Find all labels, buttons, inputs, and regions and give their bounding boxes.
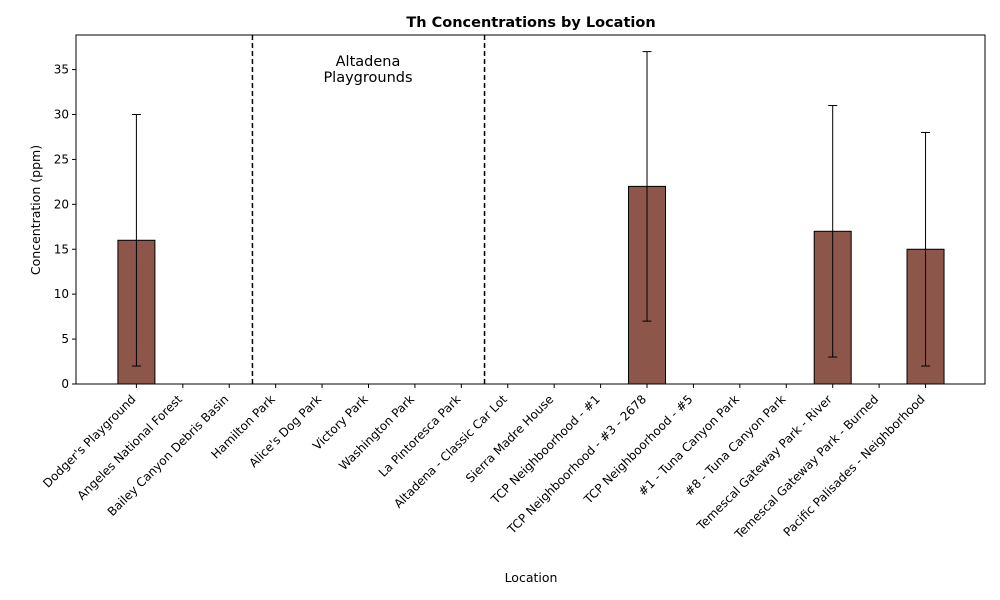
plot-area [117,35,945,385]
x-tick-label: La Pintoresca Park [376,392,464,480]
x-tick-label: Dodger's Playground [40,392,138,490]
x-axis-label: Location [505,570,558,585]
y-axis-label: Concentration (ppm) [28,145,43,275]
group-label-line2: Playgrounds [323,70,412,86]
y-tick-label: 10 [54,287,69,301]
y-tick-label: 0 [61,377,69,391]
y-tick-label: 35 [54,63,69,77]
plot-frame [75,34,986,385]
y-tick-label: 15 [54,242,69,256]
x-tick-label: Sierra Madre House [463,392,556,485]
chart-title: Th Concentrations by Location [406,15,655,31]
y-tick-label: 20 [54,197,69,211]
y-tick-label: 30 [54,108,69,122]
y-tick-label: 5 [61,332,69,346]
y-tick-label: 25 [54,152,69,166]
group-label-line1: Altadena [336,54,401,70]
group-annotation: Altadena Playgrounds [323,54,412,86]
